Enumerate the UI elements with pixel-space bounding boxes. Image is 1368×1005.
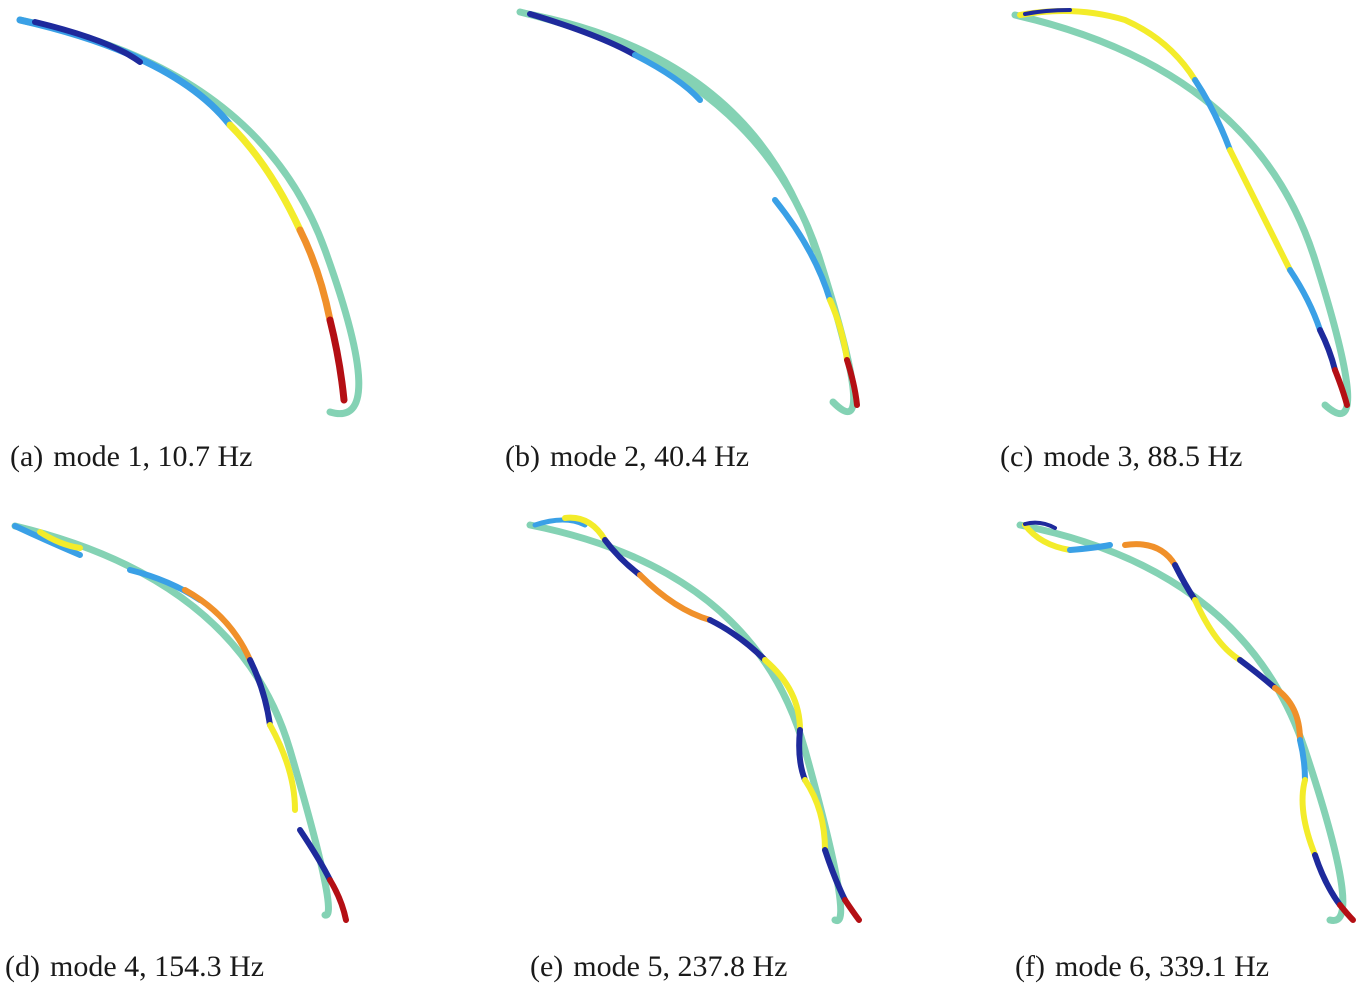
deformed-arc-segment: [827, 297, 850, 363]
deformed-arc-segment: [12, 523, 83, 558]
deformed-arc-segment: [1237, 657, 1278, 691]
deformed-arc-segment: [1297, 737, 1308, 783]
deformed-arc: [517, 9, 818, 253]
deformed-arc-segment: [226, 121, 304, 234]
caption: (e) mode 5, 237.8 Hz: [530, 950, 986, 990]
deformed-arc-segment: [1287, 267, 1323, 333]
deformed-arc-segment: [562, 514, 608, 543]
caption: (b) mode 2, 40.4 Hz: [505, 440, 961, 480]
deformed-arc-segment: [1023, 520, 1057, 530]
deformed-arc-segment: [1172, 562, 1198, 603]
undeformed-arc: [1016, 521, 1347, 924]
caption-text: mode 3, 88.5 Hz: [1043, 440, 1243, 473]
deformed-arc-segment: [1299, 777, 1318, 858]
deformed-arc-segment: [842, 897, 862, 923]
deformed-arc-segment: [1312, 852, 1343, 908]
caption-tag: (a): [10, 440, 44, 473]
deformed-arc-segment: [762, 657, 803, 733]
deformed-arc-segment: [796, 727, 808, 783]
deformed-arc-segment: [182, 587, 253, 663]
deformed-arc-segment: [1122, 541, 1178, 568]
caption-tag: (c): [1000, 440, 1034, 473]
deformed-arc-segment: [1192, 77, 1233, 153]
caption-text: mode 4, 154.3 Hz: [49, 950, 265, 983]
panel-d: (d) mode 4, 154.3 Hz: [0, 510, 456, 1005]
deformed-arc-segment: [844, 357, 860, 408]
mode-shape-e: [526, 514, 862, 924]
caption-text: mode 2, 40.4 Hz: [549, 440, 750, 473]
undeformed-arc: [1011, 11, 1352, 418]
deformed-arc-segment: [1192, 597, 1243, 663]
deformed-arc-segment: [326, 316, 348, 404]
deformed-arc-segment: [1317, 327, 1338, 373]
mode-shape-f: [1016, 520, 1356, 924]
deformed-arc-segment: [1023, 8, 1072, 16]
caption: (d) mode 4, 154.3 Hz: [5, 950, 461, 990]
deformed-arc-segment: [637, 572, 713, 623]
panel-f: (f) mode 6, 339.1 Hz: [1015, 510, 1368, 1005]
panel-e: (e) mode 5, 237.8 Hz: [525, 510, 981, 1005]
deformed-arc-segment: [1067, 542, 1113, 553]
caption-tag: (b): [505, 440, 540, 473]
deformed-arc-segment: [772, 197, 833, 303]
mode-shape-b: [516, 8, 860, 416]
deformed-arc-segment: [247, 657, 273, 728]
deformed-arc-segment: [632, 52, 703, 103]
deformed-arc-segment: [1337, 902, 1356, 923]
caption-tag: (f): [1015, 950, 1045, 983]
deformed-arc-segment: [822, 847, 848, 903]
panel-c: (c) mode 3, 88.5 Hz: [1000, 0, 1368, 495]
caption-tag: (e): [530, 950, 564, 983]
deformed-arc-segment: [267, 722, 298, 813]
caption-text: mode 1, 10.7 Hz: [53, 440, 253, 473]
panel-b: (b) mode 2, 40.4 Hz: [505, 0, 961, 495]
undeformed-arc: [16, 16, 363, 418]
undeformed-arc: [526, 521, 845, 924]
deformed-arc-segment: [602, 537, 643, 578]
deformed-arc: [16, 16, 234, 129]
undeformed-arc: [11, 522, 332, 919]
mode-shape-c: [1011, 8, 1352, 418]
deformed-arc-segment: [1272, 685, 1303, 743]
caption-text: mode 6, 339.1 Hz: [1054, 950, 1270, 983]
mode-shape-d: [11, 522, 349, 923]
deformed-arc-segment: [527, 11, 638, 58]
deformed-arc-segment: [327, 877, 349, 923]
deformed-arc-segment: [37, 529, 83, 551]
caption-text: mode 5, 237.8 Hz: [573, 950, 788, 983]
caption: (c) mode 3, 88.5 Hz: [1000, 440, 1368, 480]
deformed-arc-segment: [532, 517, 588, 528]
deformed-arc-segment: [296, 226, 334, 324]
caption-tag: (d): [5, 950, 40, 983]
deformed-arc-segment: [1022, 522, 1073, 553]
deformed-arc-segment: [707, 617, 768, 663]
mode-shape-a: [16, 16, 363, 418]
deformed-arc-segment: [297, 827, 333, 883]
deformed-arc-segment: [802, 777, 828, 853]
caption: (f) mode 6, 339.1 Hz: [1015, 950, 1368, 990]
deformed-arc-segment: [1227, 147, 1293, 273]
deformed-arc-segment: [32, 19, 143, 65]
deformed-arc-segment: [1332, 367, 1350, 408]
panel-a: (a) mode 1, 10.7 Hz: [0, 0, 456, 495]
caption: (a) mode 1, 10.7 Hz: [10, 440, 466, 480]
